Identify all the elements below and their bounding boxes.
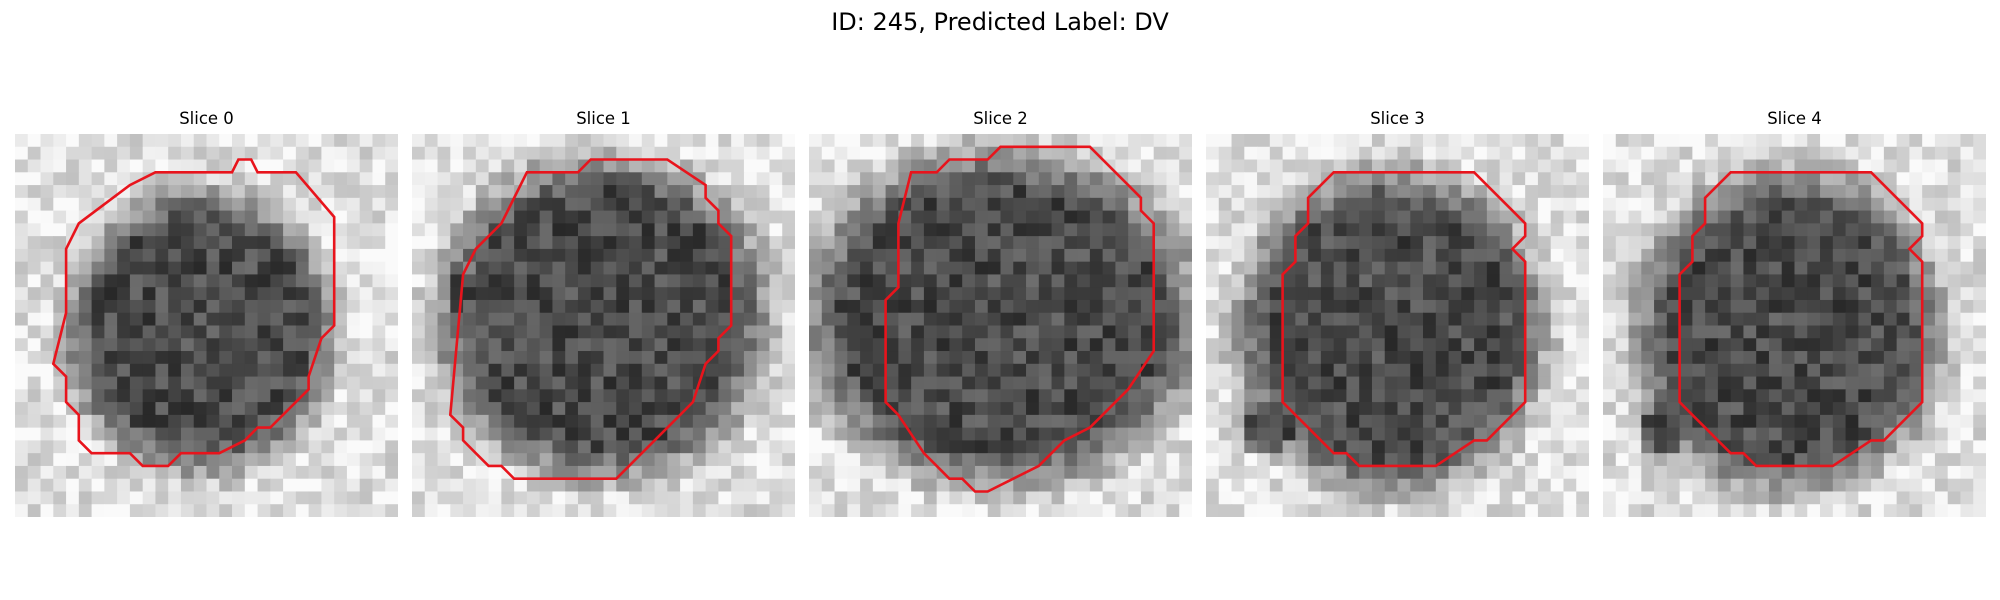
slice-title: Slice 2 <box>973 109 1028 128</box>
segmentation-contour <box>1281 170 1527 468</box>
slice-title: Slice 4 <box>1767 109 1822 128</box>
slice-panel-4: Slice 4 <box>1603 108 1986 518</box>
slice-title: Slice 3 <box>1370 109 1425 128</box>
slice-image <box>1603 134 1986 517</box>
slice-panel-0: Slice 0 <box>15 108 398 518</box>
slice-svg-3 <box>1206 134 1589 517</box>
segmentation-contour <box>51 158 336 468</box>
slice-image <box>809 134 1192 517</box>
slice-title: Slice 1 <box>576 109 631 128</box>
slice-svg-2 <box>809 134 1192 517</box>
slice-svg-1 <box>412 134 795 517</box>
slice-svg-0 <box>15 134 398 517</box>
segmentation-contour <box>884 145 1156 493</box>
segmentation-contour <box>1678 170 1924 468</box>
slice-image <box>1206 134 1589 517</box>
segmentation-contour <box>448 158 733 481</box>
slice-image <box>412 134 795 517</box>
slice-title: Slice 0 <box>179 109 234 128</box>
slice-panel-3: Slice 3 <box>1206 108 1589 518</box>
slice-image <box>15 134 398 517</box>
slice-panel-2: Slice 2 <box>809 108 1192 518</box>
slice-svg-4 <box>1603 134 1986 517</box>
slice-panel-1: Slice 1 <box>412 108 795 518</box>
figure-title: ID: 245, Predicted Label: DV <box>831 8 1169 36</box>
